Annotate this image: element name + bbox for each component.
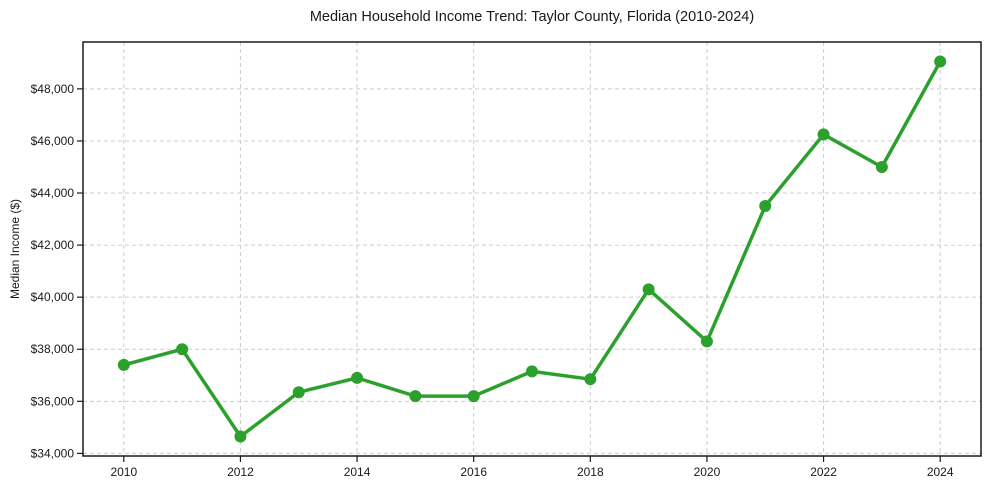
data-point-2013 (292, 386, 305, 399)
data-point-2019 (642, 283, 655, 296)
y-tick-label: $34,000 (31, 446, 75, 460)
data-point-2016 (467, 390, 480, 403)
data-point-2010 (117, 358, 130, 371)
x-tick-label: 2014 (344, 465, 371, 479)
data-point-2015 (409, 390, 422, 403)
income-line-series (117, 55, 947, 443)
x-tick-label: 2016 (460, 465, 487, 479)
y-tick-label: $44,000 (31, 186, 75, 200)
data-point-2012 (234, 430, 247, 443)
x-tick-label: 2018 (577, 465, 604, 479)
y-tick-labels: $34,000 $36,000 $38,000 $40,000 $42,000 $44,0… (31, 82, 75, 461)
data-point-2018 (584, 373, 597, 386)
data-point-2024 (934, 55, 947, 68)
grid-lines (83, 42, 981, 456)
y-tick-label: $36,000 (31, 394, 75, 408)
data-point-2020 (700, 335, 713, 348)
x-tick-label: 2012 (227, 465, 254, 479)
x-tick-label: 2020 (694, 465, 721, 479)
y-tick-label: $48,000 (31, 82, 75, 96)
y-tick-label: $40,000 (31, 290, 75, 304)
data-point-2017 (526, 365, 538, 378)
x-tick-labels: 2010 2012 2014 2016 2018 2020 2022 2024 (110, 465, 953, 479)
income-trend-line (122, 59, 942, 439)
x-tick-label: 2022 (810, 465, 837, 479)
data-point-2023 (875, 160, 888, 173)
y-tick-label: $46,000 (31, 134, 75, 148)
plot-border (82, 41, 982, 457)
data-point-2022 (817, 128, 830, 141)
axis-ticks (77, 88, 941, 462)
data-point-2014 (351, 371, 364, 384)
chart-title: Median Household Income Trend: Taylor Co… (309, 9, 755, 25)
axes-spine (82, 41, 982, 457)
x-tick-label: 2010 (110, 465, 137, 479)
data-point-2021 (759, 200, 772, 213)
data-point-2011 (176, 343, 189, 356)
y-tick-label: $38,000 (31, 342, 75, 356)
y-tick-label: $42,000 (31, 238, 75, 252)
x-tick-label: 2024 (927, 465, 954, 479)
